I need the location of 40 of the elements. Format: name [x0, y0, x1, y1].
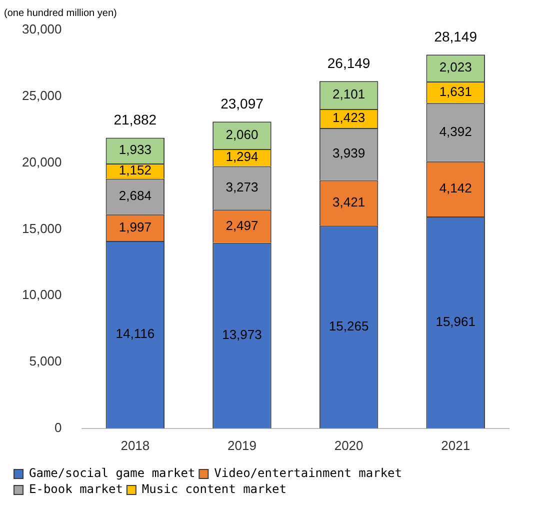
x-tick-label: 2021 [441, 438, 470, 453]
data-label: 1,933 [118, 142, 152, 158]
data-label: 15,265 [328, 318, 369, 334]
x-tick-label: 2018 [120, 438, 150, 453]
data-label: 1,997 [118, 219, 152, 234]
total-label: 21,882 [114, 112, 157, 128]
data-label: 3,939 [332, 146, 366, 161]
y-tick-label: 10,000 [22, 287, 62, 302]
data-label: 15,961 [436, 314, 476, 329]
x-tick-label: 2019 [228, 438, 256, 453]
y-tick-label: 30,000 [22, 22, 62, 37]
total-label: 23,097 [220, 96, 264, 112]
legend-label: Video/entertainment market [214, 466, 402, 480]
data-label: 2,497 [226, 218, 258, 233]
data-label: 2,023 [439, 60, 472, 75]
data-label: 1,152 [118, 162, 152, 178]
y-axis-title: (one hundred million yen) [4, 8, 117, 19]
data-label: 2,060 [226, 126, 258, 142]
y-tick-label: 20,000 [22, 154, 62, 170]
data-label: 3,421 [332, 194, 366, 210]
data-label: 4,142 [439, 180, 472, 196]
data-label: 4,392 [439, 124, 472, 139]
total-label: 28,149 [434, 28, 478, 44]
data-label: 13,973 [222, 327, 262, 342]
data-label: 1,423 [332, 110, 366, 126]
y-tick-label: 0 [54, 420, 62, 435]
total-label: 26,149 [327, 55, 370, 71]
data-label: 1,631 [439, 84, 472, 99]
data-label: 3,273 [226, 180, 258, 195]
y-tick-label: 25,000 [22, 88, 62, 103]
data-label: 1,294 [226, 149, 258, 164]
x-tick-label: 2020 [334, 438, 364, 453]
legend-label: E-book market [29, 482, 123, 496]
y-tick-label: 15,000 [22, 220, 62, 236]
legend-label: Game/social game market [29, 466, 196, 480]
data-label: 2,101 [332, 86, 366, 102]
data-label: 14,116 [116, 326, 155, 342]
y-tick-label: 5,000 [29, 354, 62, 369]
data-label: 2,684 [118, 188, 152, 204]
legend-label: Music content market [142, 482, 286, 496]
